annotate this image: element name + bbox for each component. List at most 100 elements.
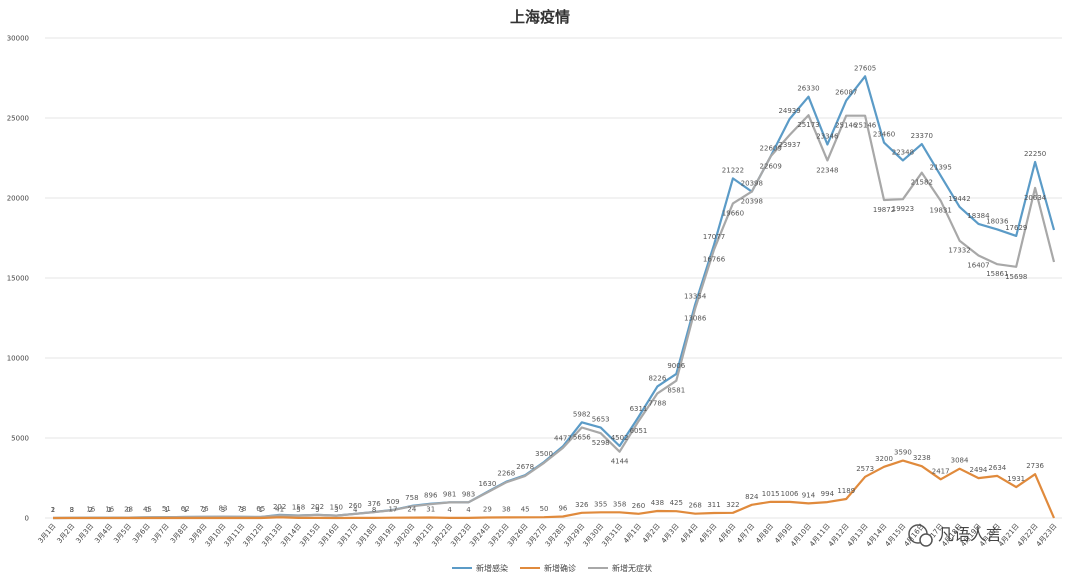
data-label: 21395	[930, 164, 952, 172]
data-label: 5	[296, 506, 300, 514]
data-label: 45	[143, 505, 152, 513]
data-label: 150	[330, 504, 343, 512]
data-label: 3	[334, 506, 338, 514]
data-label: 2573	[856, 465, 874, 473]
data-label: 41	[275, 505, 284, 513]
data-label: 3590	[894, 449, 912, 457]
data-label: 2634	[988, 464, 1006, 472]
watermark-text: 凡语人言	[938, 525, 1002, 544]
data-label: 15698	[1005, 273, 1027, 281]
x-tick-label: 3月8日	[169, 522, 190, 545]
data-label: 28	[124, 506, 133, 514]
data-label: 17629	[1005, 224, 1027, 232]
chart-title: 上海疫情	[510, 8, 570, 26]
x-tick-label: 3月1日	[37, 522, 58, 545]
data-label: 65	[256, 505, 265, 513]
data-label: 311	[707, 501, 720, 509]
data-label: 5653	[592, 416, 610, 424]
data-labels: 2 8 16 16 28 45 51 62 76 83 78 65 202 158 202 150 260 376…	[51, 64, 1047, 514]
x-tick-label: 3月31日	[600, 522, 624, 548]
data-label: 4502	[611, 434, 629, 442]
data-label: 45	[521, 505, 530, 513]
data-label: 1189	[837, 487, 855, 495]
data-label: 3	[221, 506, 225, 514]
x-tick-label: 4月5日	[698, 522, 719, 545]
data-label: 19660	[722, 209, 744, 217]
x-tick-label: 3月2日	[56, 522, 77, 545]
data-label: 18036	[986, 217, 1009, 225]
data-label: 1	[164, 506, 168, 514]
data-label: 355	[594, 500, 607, 508]
data-label: 15861	[986, 270, 1008, 278]
data-label: 18384	[967, 212, 990, 220]
data-label: 17077	[703, 233, 725, 241]
data-label: 0	[145, 506, 149, 514]
data-label: 3200	[875, 455, 893, 463]
data-label: 78	[237, 505, 246, 513]
x-tick-label: 4月8日	[754, 522, 775, 545]
data-label: 25173	[797, 121, 819, 129]
data-label: 202	[311, 503, 324, 511]
x-tick-label: 3月4日	[93, 522, 114, 545]
data-label: 16766	[703, 256, 726, 264]
series-lines	[52, 75, 1056, 520]
x-tick-label: 4月2日	[641, 522, 662, 545]
y-tick-label: 30000	[7, 35, 29, 43]
watermark: 凡语人言	[908, 524, 1002, 547]
data-label: 8	[372, 506, 376, 514]
data-label: 9	[315, 506, 319, 514]
data-label: 202	[273, 503, 286, 511]
data-label: 8	[70, 506, 74, 514]
data-label: 62	[181, 505, 190, 513]
data-label: 26330	[797, 85, 819, 93]
y-tick-label: 15000	[7, 275, 29, 283]
data-label: 758	[405, 494, 418, 502]
data-label: 981	[443, 490, 456, 498]
legend-label: 新增无症状	[612, 563, 652, 573]
y-tick-label: 20000	[7, 195, 29, 203]
data-label: 3238	[913, 454, 931, 462]
data-label: 8226	[648, 374, 666, 382]
data-label: 983	[462, 490, 475, 498]
data-label: 260	[632, 502, 645, 510]
data-label: 7788	[648, 399, 666, 407]
data-label: 96	[558, 504, 567, 512]
data-label: 2494	[970, 466, 988, 474]
data-label: 2268	[497, 470, 515, 478]
data-label: 4144	[611, 458, 629, 466]
data-label: 1630	[478, 480, 496, 488]
data-label: 896	[424, 492, 438, 500]
x-tick-label: 4月6日	[717, 522, 738, 545]
data-label: 3084	[951, 457, 969, 465]
data-label: 9006	[667, 362, 685, 370]
data-label: 76	[200, 505, 209, 513]
series-line-2	[52, 114, 1056, 520]
data-label: 2736	[1026, 462, 1044, 470]
x-axis: 3月1日3月2日3月3日3月4日3月5日3月6日3月7日3月8日3月9日3月10…	[37, 522, 1059, 548]
data-label: 25146	[854, 122, 877, 130]
data-label: 19442	[948, 195, 970, 203]
data-label: 322	[726, 501, 739, 509]
x-tick-label: 4月1日	[622, 522, 643, 545]
data-label: 26087	[835, 89, 857, 97]
data-label: 3	[70, 506, 74, 514]
data-label: 5982	[573, 410, 591, 418]
y-tick-label: 10000	[7, 355, 29, 363]
data-label: 27605	[854, 64, 876, 72]
data-label: 19923	[892, 205, 914, 213]
data-label: 22609	[760, 162, 782, 170]
data-label: 425	[670, 499, 683, 507]
data-label: 994	[821, 490, 835, 498]
x-tick-label: 4月7日	[735, 522, 756, 545]
data-label: 376	[367, 500, 381, 508]
data-label: 0	[126, 506, 130, 514]
y-tick-label: 25000	[7, 115, 29, 123]
data-label: 13086	[684, 315, 707, 323]
data-label: 438	[651, 499, 664, 507]
data-label: 17332	[948, 247, 970, 255]
data-label: 2	[202, 506, 206, 514]
data-label: 509	[386, 498, 399, 506]
data-label: 326	[575, 501, 589, 509]
data-label: 1015	[762, 490, 780, 498]
data-label: 20398	[741, 180, 763, 188]
